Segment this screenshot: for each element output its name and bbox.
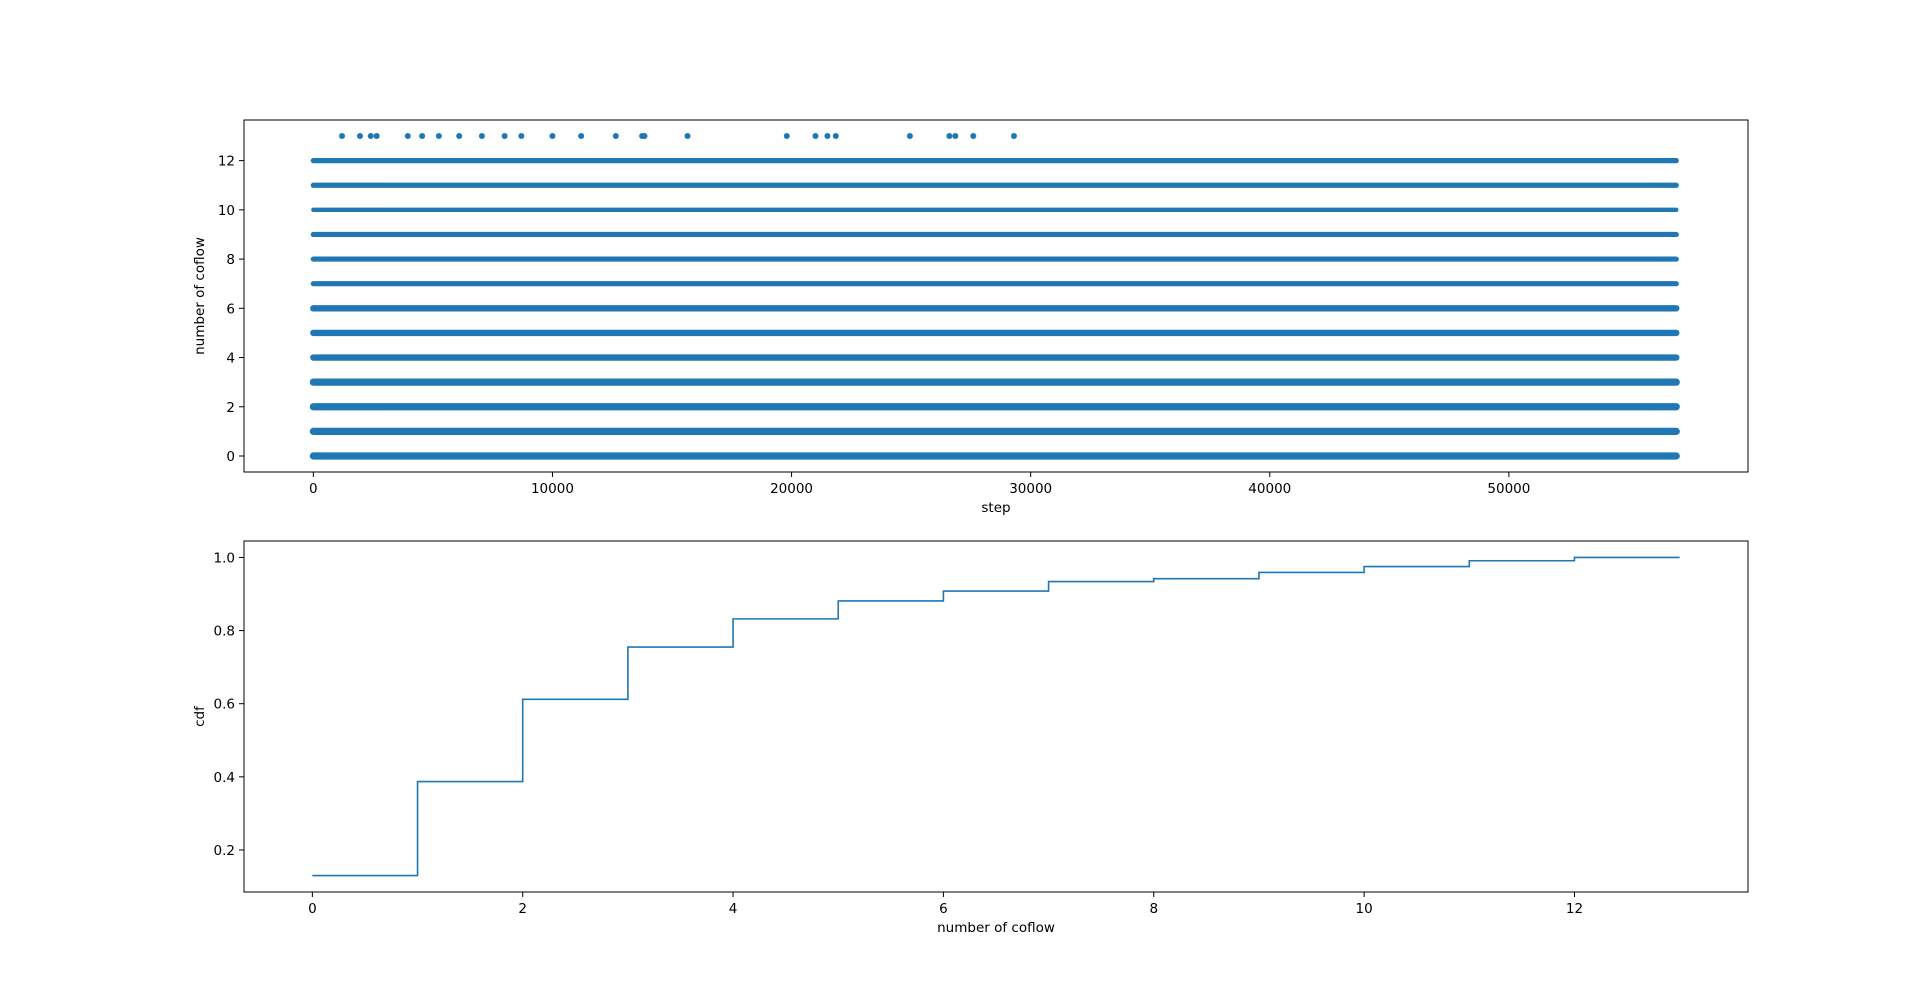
x-tick-label: 50000	[1487, 481, 1530, 497]
scatter-x-axis-label: step	[981, 500, 1010, 516]
y-tick-label: 6	[226, 301, 235, 317]
scatter-point	[783, 133, 790, 139]
y-tick-label: 0	[226, 449, 235, 465]
scatter-point	[356, 133, 363, 139]
y-tick-label: 2	[226, 400, 235, 416]
scatter-x-ticks: 0 10000 20000 30000 40000 50000	[309, 472, 1530, 497]
x-tick-label: 4	[729, 901, 738, 917]
cdf-x-axis-label: number of coflow	[937, 920, 1055, 936]
scatter-point	[641, 133, 648, 139]
y-tick-label: 4	[226, 351, 235, 367]
scatter-axes-frame	[243, 119, 1749, 473]
scatter-point	[456, 133, 463, 139]
scatter-point	[367, 133, 374, 139]
x-tick-label: 10000	[531, 481, 574, 497]
y-tick-label: 0.4	[214, 770, 235, 786]
scatter-point	[824, 133, 831, 139]
scatter-point	[970, 133, 977, 139]
x-tick-label: 30000	[1009, 481, 1052, 497]
y-tick-label: 0.6	[214, 697, 235, 713]
scatter-point	[419, 133, 426, 139]
y-tick-label: 1.0	[214, 550, 235, 566]
scatter-y-axis-label: number of coflow	[192, 237, 208, 355]
cdf-y-ticks: 0.2 0.4 0.6 0.8 1.0	[214, 550, 244, 859]
x-tick-label: 6	[939, 901, 948, 917]
cdf-axes-frame	[243, 540, 1749, 893]
cdf-x-ticks: 0 2 4 6 8 10 12	[308, 892, 1583, 917]
scatter-points	[309, 133, 1680, 460]
scatter-point	[478, 133, 485, 139]
x-tick-label: 20000	[770, 481, 813, 497]
scatter-point	[578, 133, 585, 139]
scatter-point	[373, 133, 380, 139]
scatter-subplot: 0 10000 20000 30000 40000 50000 0 2 4 6 8 10 12 ste…	[192, 119, 1749, 516]
y-tick-label: 0.8	[214, 624, 235, 640]
scatter-point	[906, 133, 913, 139]
y-tick-label: 0.2	[214, 843, 235, 859]
scatter-point	[435, 133, 442, 139]
y-tick-label: 8	[226, 252, 235, 268]
scatter-point	[501, 133, 508, 139]
scatter-point	[612, 133, 619, 139]
scatter-point	[518, 133, 525, 139]
scatter-point	[549, 133, 556, 139]
scatter-y-ticks: 0 2 4 6 8 10 12	[218, 154, 244, 465]
scatter-point	[832, 133, 839, 139]
x-tick-label: 10	[1356, 901, 1373, 917]
scatter-point	[812, 133, 819, 139]
scatter-point	[339, 133, 346, 139]
scatter-point	[946, 133, 953, 139]
cdf-subplot: 0 2 4 6 8 10 12 0.2 0.4 0.6 0.8 1.0 number of cofl…	[192, 540, 1749, 936]
x-tick-label: 2	[518, 901, 527, 917]
x-tick-label: 0	[309, 481, 318, 497]
scatter-point	[1010, 133, 1017, 139]
x-tick-label: 40000	[1248, 481, 1291, 497]
scatter-point	[404, 133, 411, 139]
y-tick-label: 12	[218, 154, 235, 170]
y-tick-label: 10	[218, 203, 235, 219]
x-tick-label: 8	[1149, 901, 1158, 917]
cdf-y-axis-label: cdf	[192, 705, 208, 727]
x-tick-label: 12	[1566, 901, 1583, 917]
x-tick-label: 0	[308, 901, 317, 917]
scatter-point	[952, 133, 959, 139]
scatter-point	[684, 133, 691, 139]
cdf-step-line	[312, 556, 1680, 877]
